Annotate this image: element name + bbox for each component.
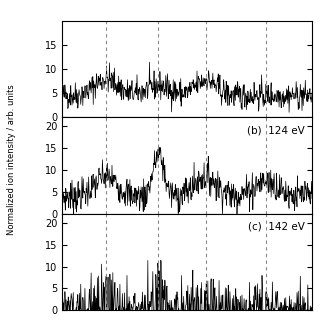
Text: Normalized ion intensity / arb. units: Normalized ion intensity / arb. units (7, 84, 16, 236)
Text: (b)  124 eV: (b) 124 eV (247, 125, 305, 135)
Text: (c)  142 eV: (c) 142 eV (248, 221, 305, 232)
